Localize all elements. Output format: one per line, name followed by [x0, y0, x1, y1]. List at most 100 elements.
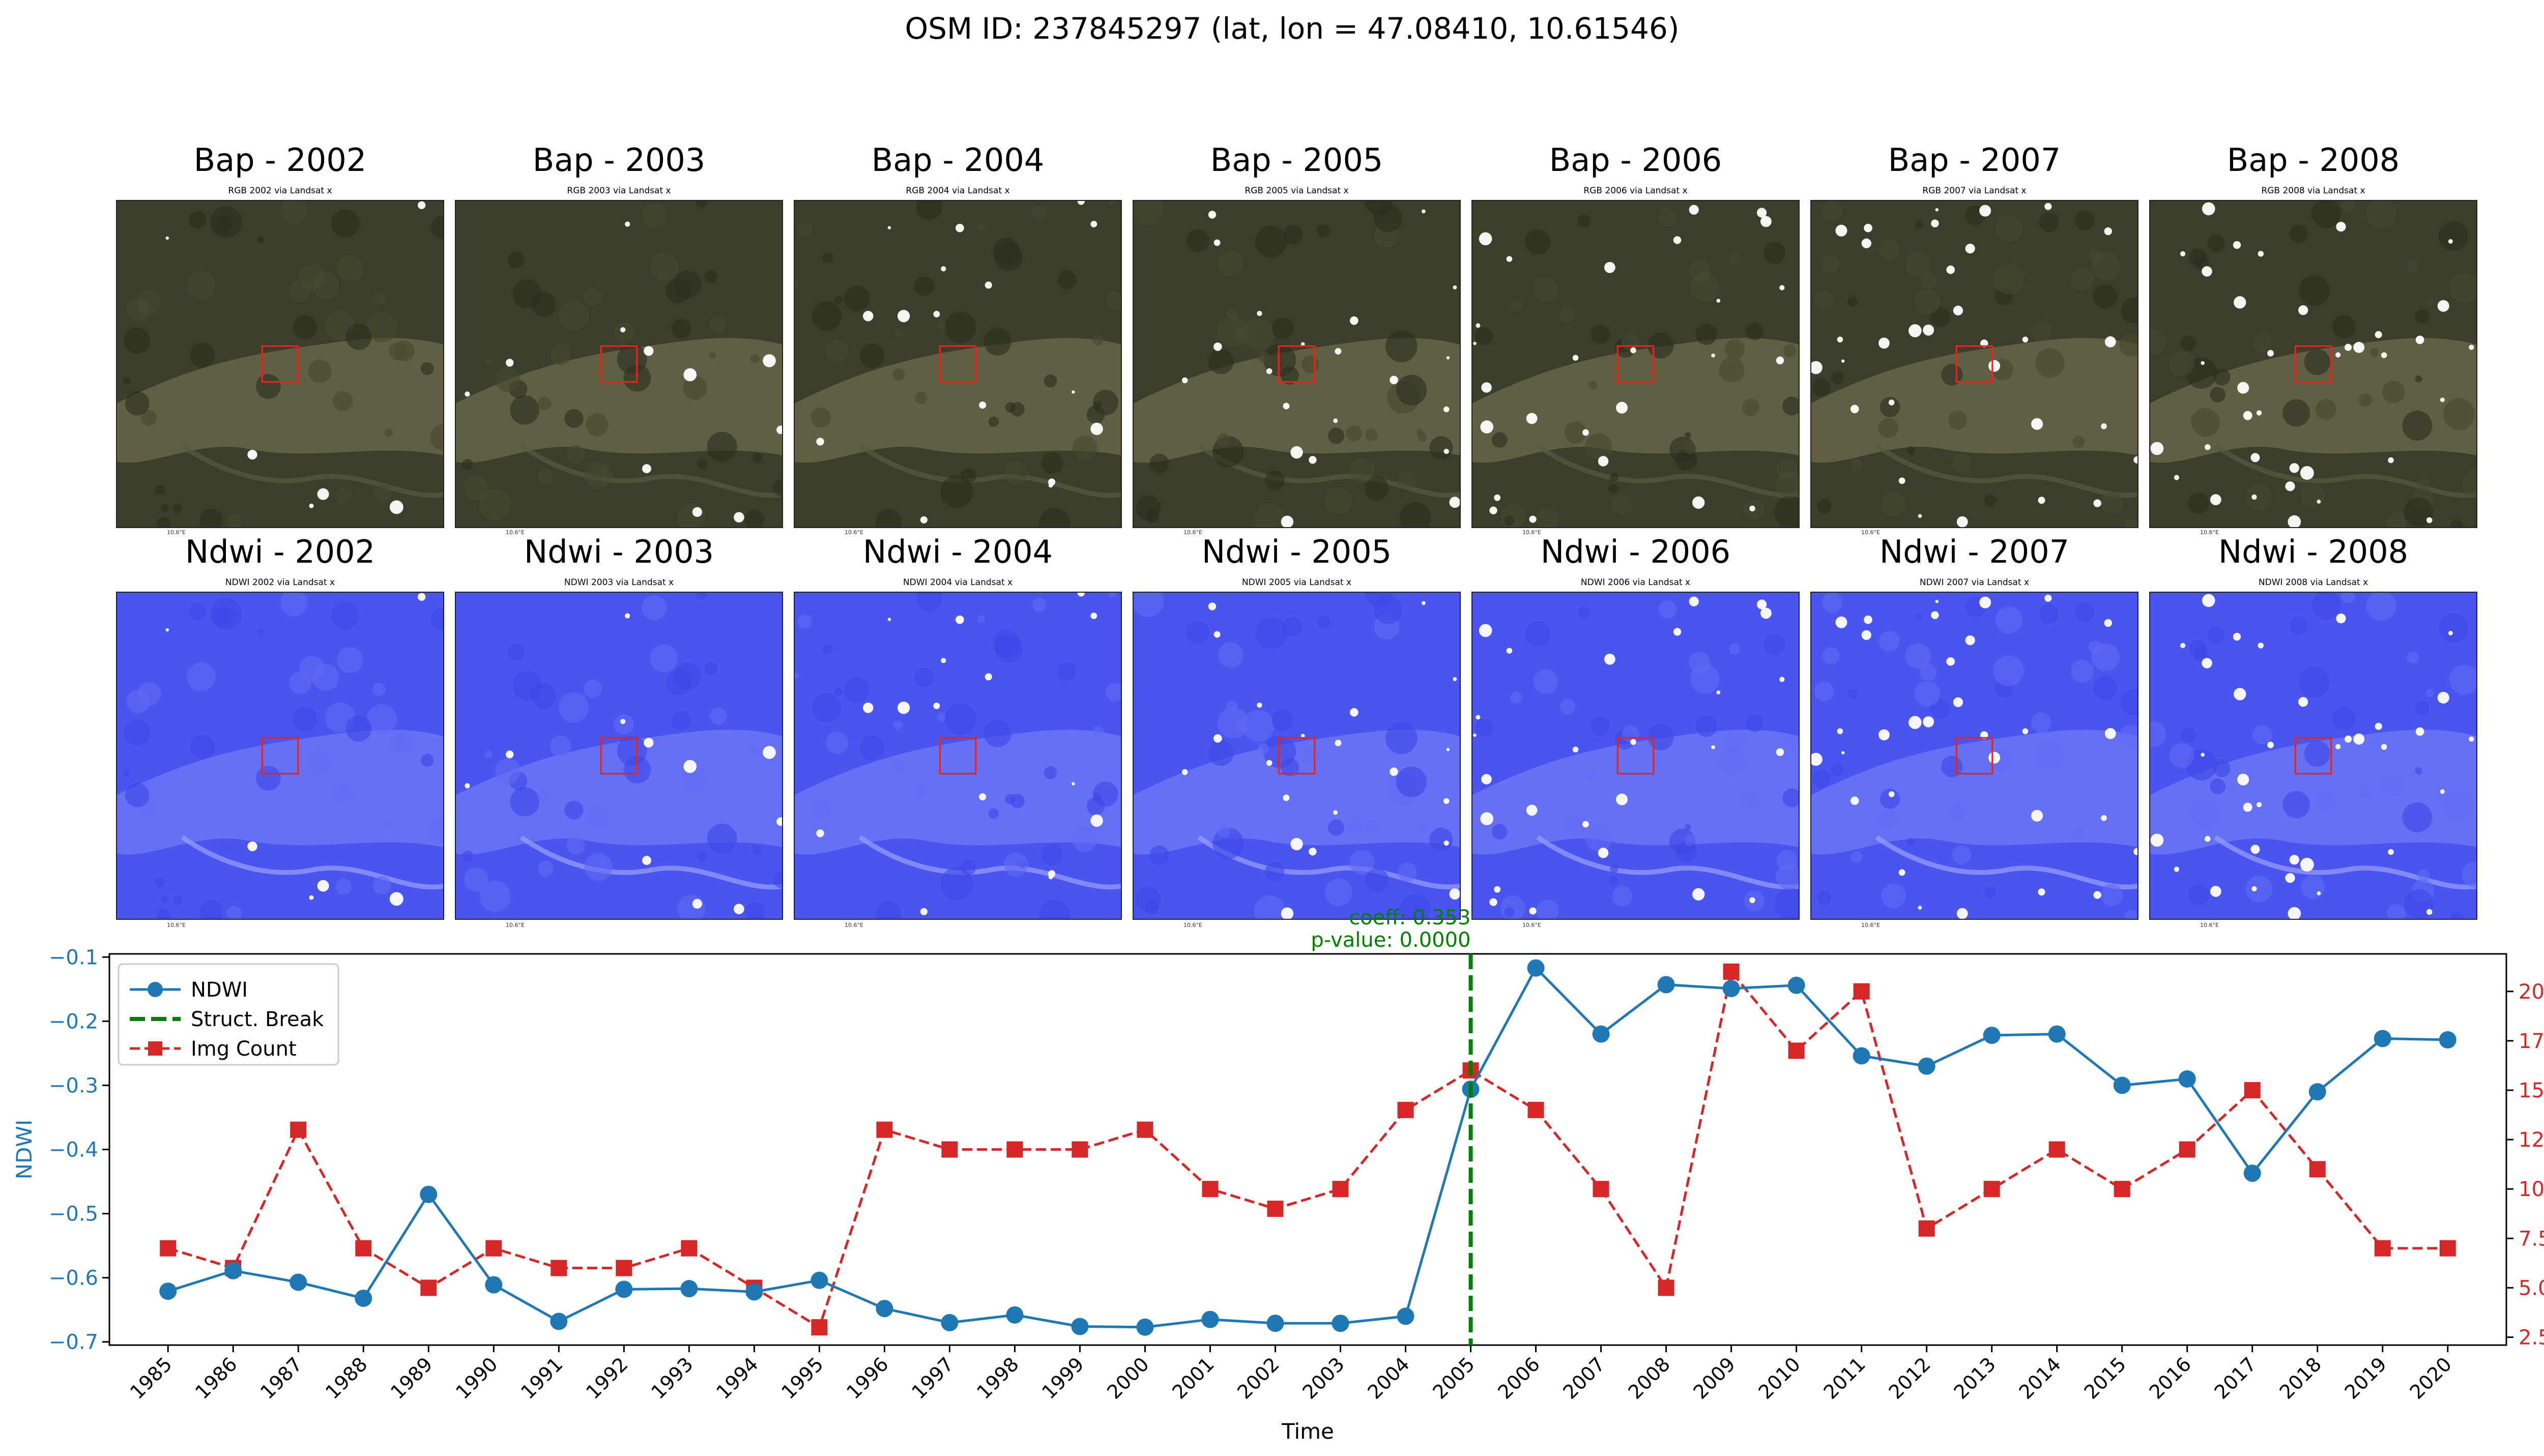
x-tick-label: 2005: [1428, 1353, 1479, 1404]
lon-tick-label: 10.6°E: [1522, 922, 1541, 928]
rgb-image: [116, 200, 444, 528]
img-count-point: [1723, 963, 1740, 980]
lon-tick-label: 10.6°E: [1183, 922, 1202, 928]
lon-tick-label: 10.6°E: [1861, 529, 1880, 536]
y-right-tick-label: 5.0: [2519, 1276, 2544, 1300]
y-left-tick-label: −0.6: [49, 1267, 98, 1290]
x-tick-label: 2000: [1103, 1353, 1153, 1404]
img-count-point: [485, 1240, 502, 1257]
ndwi-image: [794, 592, 1122, 920]
img-count-point: [1202, 1181, 1219, 1198]
img-count-point: [1137, 1121, 1153, 1138]
ndwi-point: [1201, 1311, 1219, 1328]
x-tick-label: 1993: [647, 1353, 698, 1404]
img-count-point: [290, 1121, 307, 1138]
y-left-tick-label: −0.4: [49, 1139, 98, 1162]
panel-title: Ndwi - 2004: [862, 533, 1053, 570]
lon-tick-label: 10.6°E: [1522, 529, 1541, 536]
img-count-point: [1788, 1042, 1805, 1059]
ndwi-image: [2149, 592, 2477, 920]
panel-subtitle: NDWI 2008 via Landsat x: [2258, 577, 2368, 588]
ndwi-point: [1787, 976, 1805, 994]
img-count-point: [1006, 1141, 1023, 1158]
panel-subtitle: RGB 2004 via Landsat x: [906, 186, 1010, 196]
y-left-tick-label: −0.3: [49, 1074, 98, 1097]
panel-title: Bap - 2005: [1210, 141, 1383, 179]
y-left-tick-label: −0.2: [49, 1010, 98, 1033]
lon-tick-label: 10.6°E: [506, 529, 525, 536]
panel-title: Ndwi - 2008: [2218, 533, 2409, 570]
x-tick-label: 2008: [1624, 1353, 1674, 1404]
x-tick-label: 2010: [1754, 1353, 1805, 1404]
img-count-point: [1397, 1101, 1414, 1118]
x-axis-label: Time: [1281, 1419, 1334, 1444]
x-tick-label: 1997: [907, 1353, 958, 1404]
x-tick-label: 1990: [451, 1353, 502, 1404]
ndwi-point: [550, 1313, 568, 1330]
rgb-image: [1810, 200, 2138, 528]
plot-frame: [108, 953, 2507, 1346]
img-count-point: [2179, 1141, 2195, 1158]
x-tick-label: 1986: [191, 1353, 242, 1404]
break-coeff-label: coeff: 0.353: [1349, 906, 1470, 929]
ndwi-point: [2113, 1076, 2131, 1094]
img-count-point: [1983, 1181, 2000, 1198]
panel-subtitle: NDWI 2002 via Landsat x: [225, 577, 335, 588]
img-count-point: [1527, 1101, 1544, 1118]
img-count-point: [1853, 983, 1870, 1000]
x-tick-label: 1985: [126, 1353, 177, 1404]
ndwi-point: [290, 1273, 307, 1291]
panel-subtitle: NDWI 2007 via Landsat x: [1919, 577, 2030, 588]
x-tick-label: 2020: [2406, 1353, 2456, 1404]
img-count-point: [2048, 1141, 2065, 1158]
img-count-point: [1332, 1181, 1349, 1198]
x-tick-label: 2013: [1950, 1353, 2001, 1404]
ndwi-point: [941, 1314, 959, 1331]
y-right-tick-label: 12.5: [2519, 1128, 2544, 1152]
lon-tick-label: 10.6°E: [2200, 922, 2219, 928]
ndwi-point: [876, 1300, 893, 1318]
ndwi-point: [420, 1185, 438, 1203]
ndwi-point: [2308, 1083, 2326, 1101]
img-count-point: [1267, 1201, 1284, 1217]
x-tick-label: 1998: [972, 1353, 1023, 1404]
img-count-point: [2244, 1082, 2261, 1098]
img-count-point: [2374, 1240, 2391, 1257]
img-count-point: [2309, 1161, 2326, 1178]
ndwi-point: [1006, 1306, 1024, 1324]
img-count-point: [1658, 1279, 1674, 1296]
x-tick-label: 2012: [1885, 1353, 1935, 1404]
ndwi-point: [1136, 1318, 1154, 1336]
ndwi-image: [455, 592, 783, 920]
x-tick-label: 2015: [2080, 1353, 2131, 1404]
ndwi-point: [2048, 1025, 2066, 1043]
x-tick-label: 1999: [1037, 1353, 1088, 1404]
x-tick-label: 2007: [1558, 1353, 1609, 1404]
x-tick-label: 2011: [1819, 1353, 1870, 1404]
ndwi-point: [811, 1271, 828, 1289]
panel-title: Ndwi - 2002: [185, 533, 375, 570]
y-right-tick-label: 2.5: [2519, 1326, 2544, 1349]
panel-title: Bap - 2008: [2227, 141, 2400, 179]
panel-title: Bap - 2004: [871, 141, 1045, 179]
panel-subtitle: RGB 2005 via Landsat x: [1245, 186, 1349, 196]
ndwi-point: [355, 1289, 372, 1307]
rgb-image: [455, 200, 783, 528]
ndwi-point: [745, 1283, 763, 1301]
ndwi-point: [1332, 1315, 1349, 1332]
panel-title: Ndwi - 2006: [1540, 533, 1731, 570]
legend-label: NDWI: [191, 978, 248, 1002]
img-count-point: [1072, 1141, 1088, 1158]
ndwi-point: [1592, 1025, 1610, 1043]
img-count-point: [876, 1121, 893, 1138]
lon-tick-label: 10.6°E: [167, 922, 186, 928]
rgb-image: [2149, 200, 2477, 528]
img-count-point: [160, 1240, 177, 1257]
panel-subtitle: RGB 2008 via Landsat x: [2261, 186, 2365, 196]
x-tick-label: 1991: [516, 1353, 567, 1404]
x-tick-label: 2009: [1689, 1353, 1740, 1404]
img-count-point: [681, 1240, 698, 1257]
y-right-tick-label: 15.0: [2519, 1079, 2544, 1102]
y-right-tick-label: 20.0: [2519, 980, 2544, 1004]
